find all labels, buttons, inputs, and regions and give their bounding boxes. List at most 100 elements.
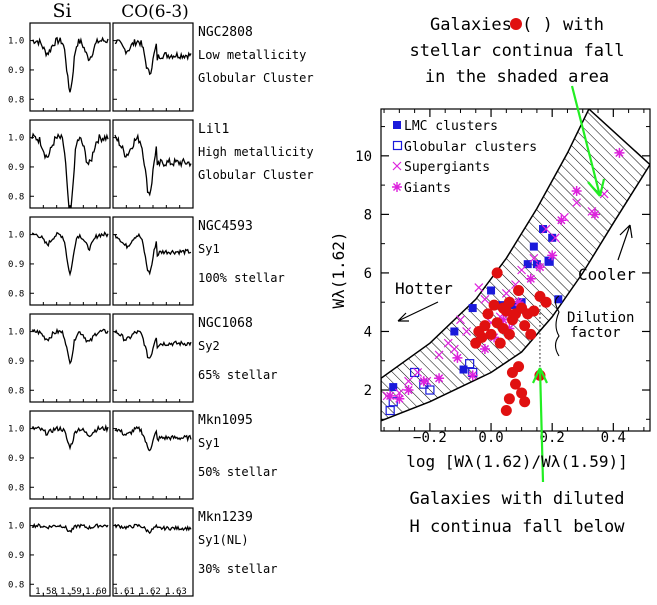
lmc-clusters-point [459,365,468,374]
annotation-dilution-2: factor [570,325,621,341]
scatter-points [382,147,625,417]
supergiants-point [413,368,423,377]
globular-clusters-point [465,359,475,369]
supergiants-point [462,327,472,336]
annotation-bottom-line-2: H continua fall below [410,517,626,537]
supergiants-point [474,283,484,292]
giants-point [513,297,524,308]
spectra-figure: Si CO(6-3) 1.0 0.9 0.8 NGC2808 Low metallici… [8,0,314,597]
supergiants-point [541,224,551,234]
scatter-axes: −0.2 0.0 0.2 0.4 2 4 6 8 10 [355,109,650,446]
legend-globular-marker [392,140,403,151]
legend-giants-label: Giants [404,181,451,196]
y-tick-label: 1.0 [8,328,24,338]
si-spectrum-line [31,36,109,93]
galaxies-point [513,284,525,296]
galaxies-point [516,387,528,399]
lmc-clusters-point [487,286,496,295]
si-spectrum-line [31,423,109,451]
y-tick-label: 10 [355,149,372,165]
galaxies-point [513,361,525,373]
panel-label: Sy2 [198,339,220,353]
co-spectrum-line [114,523,192,535]
giants-point [547,250,558,261]
panel-label: 65% stellar [198,368,277,382]
galaxies-point [488,299,500,311]
supergiants-point [501,288,511,298]
co-panel-frame [112,22,194,112]
annotation-cooler: Cooler [578,265,636,284]
spectrum-panel: 1.0 0.9 0.8 NGC2808 Low metallicity Globular … [8,22,314,112]
plot-frame [380,108,651,432]
panel-label: 30% stellar [198,562,277,576]
y-tick-label: 6 [364,266,372,282]
supergiants-point [480,294,490,304]
y-tick-label: 1.0 [8,425,24,435]
top-annotation-arrow [570,85,606,197]
x-axis-label: log [Wλ(1.62)/Wλ(1.59)] [406,452,628,471]
co-spectrum-line [114,133,192,197]
globular-clusters-point [385,405,395,416]
si-spectrum-line [31,327,109,365]
giants-point [403,385,414,396]
legend-lmc-label: LMC clusters [404,119,498,134]
giants-point [467,370,478,381]
panel-label: 50% stellar [198,465,277,479]
co-spectrum-line [114,39,192,76]
galaxies-point [479,320,491,332]
legend-supergiants-marker [392,161,402,171]
galaxies-point [540,296,552,308]
galaxies-point [503,328,515,340]
y-tick-label: 1.0 [8,522,24,532]
cooler-arrow [617,224,633,261]
giants-point [434,373,445,384]
galaxies-point [503,393,515,405]
supergiants-point [434,350,444,360]
spectrum-panel: 1.0 0.9 0.8 Mkn1239 Sy1(NL) 30% stellar [8,507,277,597]
si-panel-frame [29,410,111,500]
giants-point [418,376,429,387]
panel-label: Globular Cluster [198,71,314,85]
globular-clusters-point [544,256,554,266]
annotation-top-line-2: stellar continua fall [410,41,625,61]
si-panel-frame [29,313,111,403]
y-tick-label: 0.9 [8,260,24,270]
galaxies-point [476,331,488,343]
y-tick-label: 0.8 [8,483,24,493]
lmc-clusters-point [529,242,538,251]
supergiants-point [572,198,582,208]
giants-point [589,209,600,220]
spectrum-panel: 1.0 0.9 0.8 NGC1068 Sy2 65% stellar [8,313,277,403]
si-panel-frame [29,216,111,306]
giants-point [504,323,515,334]
y-tick-label: 1.0 [8,37,24,47]
globular-clusters-point [410,367,420,378]
giants-point [479,344,490,355]
x-tick-label: 1.59 [60,587,82,597]
panel-label: Mkn1095 [198,413,253,428]
si-panel-frame [29,119,111,209]
legend: LMC clusters Globular clusters Supergian… [392,119,537,196]
si-column-header: Si [52,0,71,22]
panel-label: Sy1 [198,436,220,450]
si-panel-frame [29,507,111,597]
galaxies-point [528,305,540,317]
panel-label: Lil1 [198,122,229,137]
panel-label: 100% stellar [198,271,285,285]
x-tick-label: 0.4 [601,430,626,446]
x-tick-label: −0.2 [413,430,447,446]
supergiants-point [449,344,459,354]
galaxies-point [519,320,531,332]
giants-point [525,273,536,284]
panel-label: Sy1(NL) [198,533,249,547]
panel-label: Mkn1239 [198,510,253,525]
lmc-clusters-point [545,257,554,266]
si-spectrum-line [31,522,109,534]
dilution-brace [554,295,560,357]
panel-label: NGC2808 [198,25,253,40]
panel-label: NGC4593 [198,219,253,234]
lmc-clusters-point [450,327,459,336]
galaxies-point [525,328,537,340]
giants-point [498,314,509,325]
